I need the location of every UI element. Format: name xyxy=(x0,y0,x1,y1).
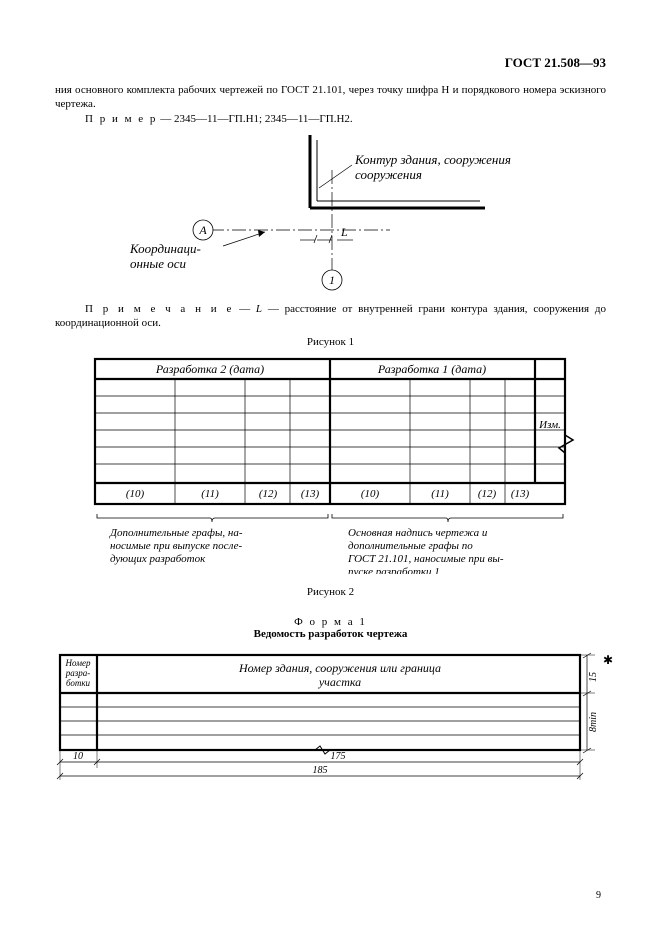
c12a: (12) xyxy=(259,488,278,500)
nl3: дующих разработок xyxy=(110,553,206,565)
intro-paragraph: ния основного комплекта рабочих чертежей… xyxy=(55,83,606,112)
hdr-right: Разработка 1 (дата) xyxy=(377,362,486,376)
c12b: (12) xyxy=(478,488,497,500)
para1-line1: ния основного комплекта рабочих чертежей… xyxy=(55,84,606,110)
label-axes1: Координаци- xyxy=(129,241,201,256)
nr3: ГОСТ 21.101, наносимые при вы- xyxy=(347,553,504,565)
mh2: участка xyxy=(318,675,361,689)
fig2-caption: Рисунок 2 xyxy=(55,586,606,598)
example-label: П р и м е р xyxy=(85,113,157,125)
ch1: Номер xyxy=(65,658,91,668)
fig1-caption: Рисунок 1 xyxy=(55,336,606,348)
nr2: дополнительные графы по xyxy=(348,540,473,552)
note-label: П р и м е ч а н и е xyxy=(85,303,233,315)
figure-2-svg: Разработка 2 (дата) Разработка 1 (дата) … xyxy=(55,354,606,574)
c11b: (11) xyxy=(431,488,449,500)
form1-title: Ф о р м а 1 xyxy=(55,616,606,628)
example-text: — 2345—11—ГП.Н1; 2345—11—ГП.Н2. xyxy=(157,113,352,125)
label-axes2: онные оси xyxy=(130,256,186,271)
figure-1-svg: Контур здания, сооружения сооружения А 1… xyxy=(55,130,606,300)
c11a: (11) xyxy=(201,488,219,500)
example-line: П р и м е р — 2345—11—ГП.Н1; 2345—11—ГП.… xyxy=(55,112,606,126)
c13a: (13) xyxy=(301,488,320,500)
note-dash: — xyxy=(233,303,256,315)
d175: 175 xyxy=(331,751,346,762)
dim-l: L xyxy=(340,225,348,239)
marker-1: 1 xyxy=(329,273,335,287)
page-number: 9 xyxy=(596,890,601,901)
form1-subtitle: Ведомость разработок чертежа xyxy=(55,628,606,640)
star-icon: ✱ xyxy=(603,653,613,667)
marker-a: А xyxy=(198,223,207,237)
nr1: Основная надпись чертежа и xyxy=(348,527,488,539)
page: ГОСТ 21.508—93 ния основного комплекта р… xyxy=(0,0,661,936)
hdr-left: Разработка 2 (дата) xyxy=(155,362,264,376)
standard-code: ГОСТ 21.508—93 xyxy=(55,55,606,71)
note-1: П р и м е ч а н и е — L — расстояние от … xyxy=(55,302,606,331)
d10: 10 xyxy=(73,751,83,762)
nr4: пуске разработки 1 xyxy=(348,566,440,574)
label-contour: Контур здания, сооружения xyxy=(354,152,511,167)
izm-label: Изм. xyxy=(538,419,561,431)
c13b: (13) xyxy=(511,488,530,500)
c10a: (10) xyxy=(126,488,145,500)
nl1: Дополнительные графы, на- xyxy=(109,527,243,539)
d8: 8min xyxy=(588,712,599,732)
label-contour2: сооружения xyxy=(355,167,422,182)
d185: 185 xyxy=(313,765,328,776)
d15: 15 xyxy=(588,672,599,682)
mh1: Номер здания, сооружения или граница xyxy=(238,661,441,675)
form-1-svg: Номер разра- ботки Номер здания, сооруже… xyxy=(55,650,615,790)
ch2: разра- xyxy=(65,668,91,678)
nl2: носимые при выпуске после- xyxy=(110,540,243,552)
ch3: ботки xyxy=(66,678,91,688)
c10b: (10) xyxy=(361,488,380,500)
